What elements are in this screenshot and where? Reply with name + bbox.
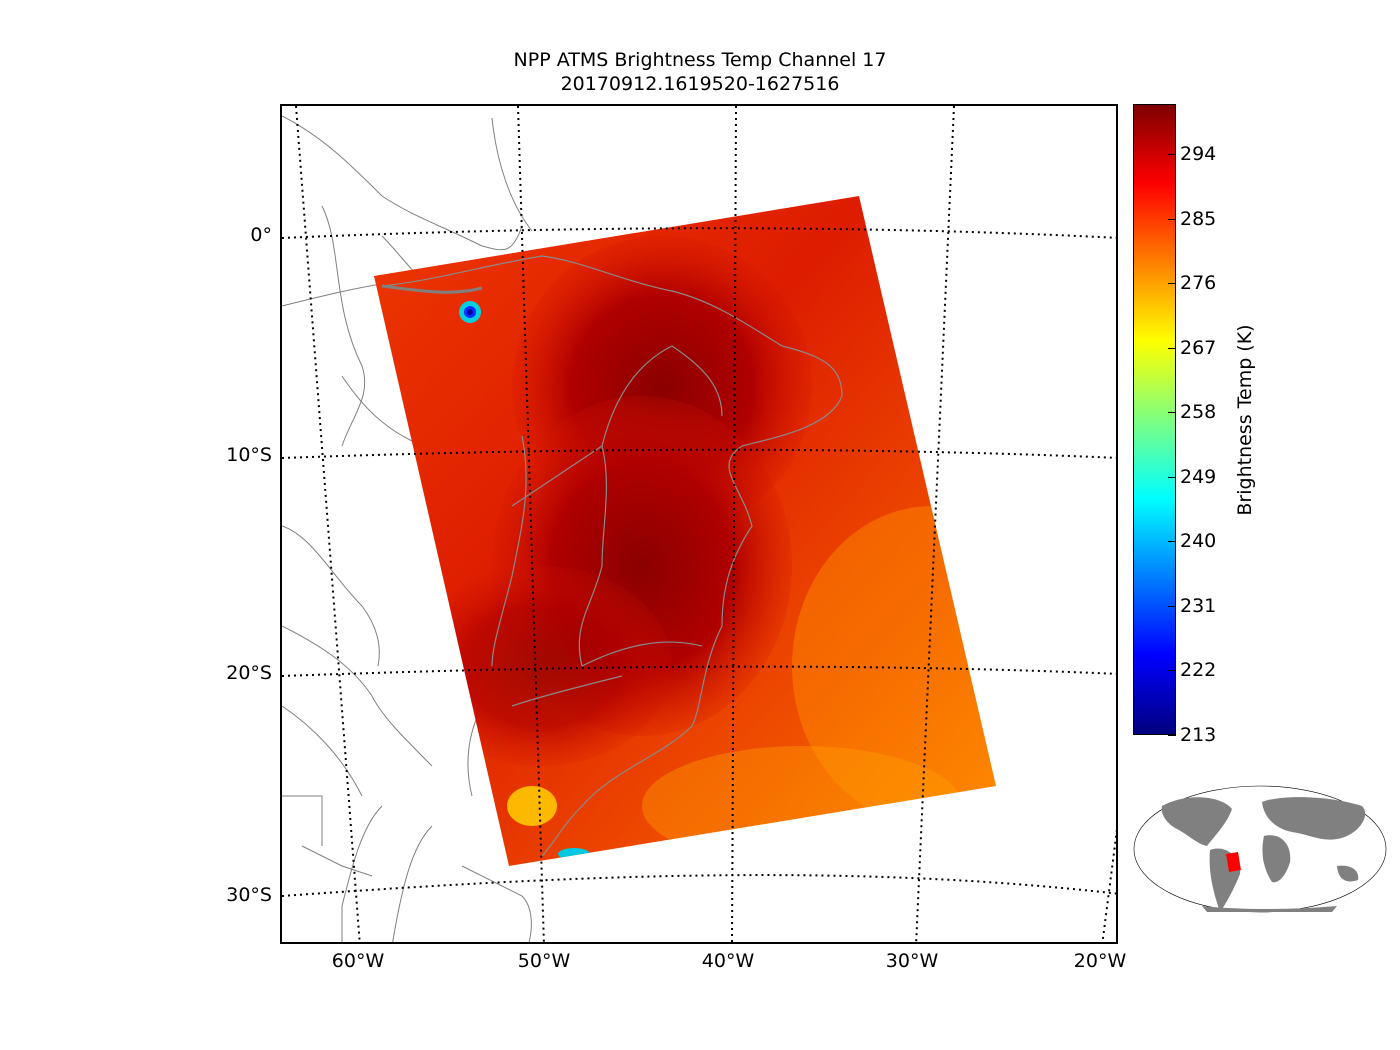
colorbar-tick-label: 276: [1180, 272, 1217, 295]
colorbar-tick-mark: [1168, 347, 1176, 349]
colorbar-tick-label: 294: [1180, 143, 1217, 166]
map-svg: [282, 106, 1116, 942]
chart-title: NPP ATMS Brightness Temp Channel 17: [513, 49, 887, 71]
colorbar-tick-mark: [1168, 218, 1176, 220]
colorbar-tick-label: 249: [1180, 465, 1217, 488]
colorbar-tick-label: 285: [1180, 207, 1217, 230]
colorbar-tick-mark: [1168, 476, 1176, 478]
chart-subtitle: 20170912.1619520-1627516: [560, 73, 840, 95]
colorbar-tick-label: 240: [1180, 530, 1217, 553]
lon-label-40w: 40°W: [701, 950, 755, 972]
colorbar-tick-label: 258: [1180, 401, 1217, 424]
colorbar-label: Brightness Temp (K): [1234, 324, 1256, 516]
colorbar-tick-label: 267: [1180, 336, 1217, 359]
lon-label-30w: 30°W: [885, 950, 939, 972]
colorbar-tick-mark: [1168, 412, 1176, 414]
colorbar-tick-mark: [1168, 605, 1176, 607]
colorbar-tick-mark: [1168, 154, 1176, 156]
colorbar-tick-label: 213: [1180, 724, 1217, 746]
inset-highlight: [1226, 852, 1241, 872]
colorbar-tick-mark: [1168, 670, 1176, 672]
map-panel: [280, 104, 1118, 944]
colorbar-tick-label: 222: [1180, 659, 1217, 682]
lat-label-20s: 20°S: [226, 662, 272, 684]
gridlines: [282, 106, 1116, 942]
colorbar-tick-mark: [1168, 735, 1176, 736]
lat-label-30s: 30°S: [226, 884, 272, 906]
colorbar-tick-mark: [1168, 283, 1176, 285]
lat-label-10s: 10°S: [226, 444, 272, 466]
colorbar-tick-mark: [1168, 541, 1176, 543]
lon-label-50w: 50°W: [517, 950, 571, 972]
colorbar-tick-label: 231: [1180, 594, 1217, 617]
inset-globe-map: [1133, 785, 1387, 913]
lon-label-60w: 60°W: [331, 950, 385, 972]
lat-label-0: 0°: [250, 224, 272, 246]
colorbar: [1133, 104, 1176, 735]
lon-label-20w: 20°W: [1073, 950, 1127, 972]
